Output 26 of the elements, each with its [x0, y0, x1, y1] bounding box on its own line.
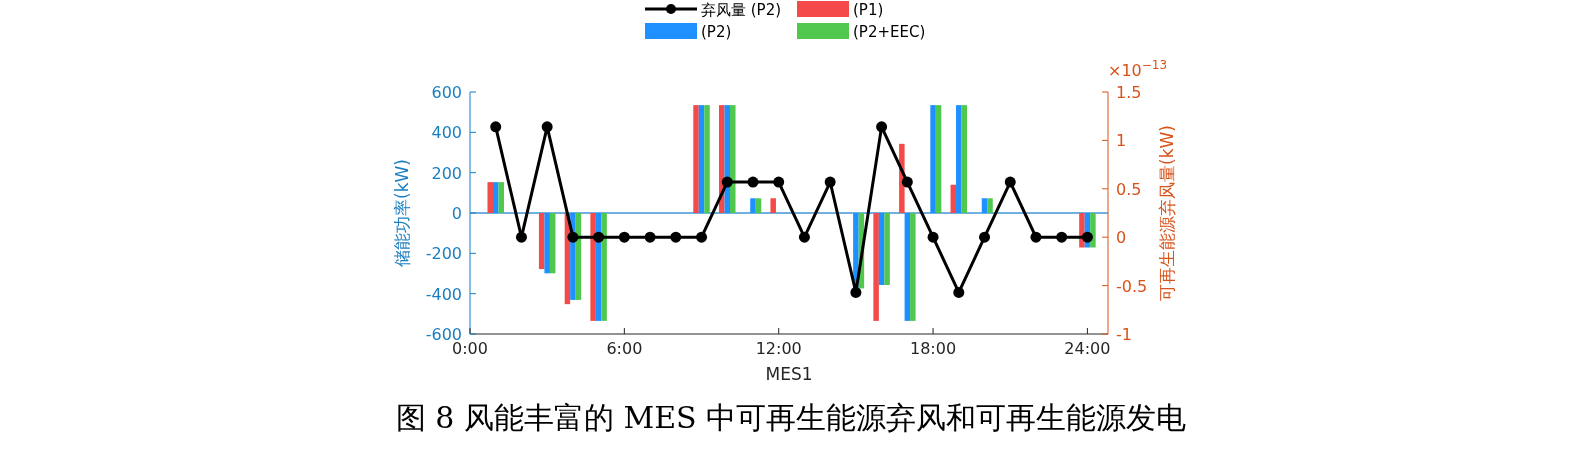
legend-label: (P1) [853, 1, 884, 19]
y2-tick: 1 [1116, 131, 1127, 151]
x-label: MES1 [765, 364, 813, 384]
y2-tick: 0 [1116, 228, 1127, 248]
y2-tick: 0.5 [1116, 179, 1142, 199]
y-tick: -200 [425, 244, 462, 264]
annotation: ×10$^{−13}$ [1108, 58, 1168, 80]
title: 图 8 风能丰富的 MES 中可再生能源弃风和可再生能源发电 [395, 400, 1187, 435]
x-tick: 6:00 [606, 339, 643, 358]
y-tick: 600 [431, 83, 462, 102]
y2-tick: -0.5 [1116, 276, 1148, 296]
y-tick: 400 [431, 123, 462, 143]
legend-label: 弃风量 (P2) [701, 1, 782, 19]
x-tick: 18:00 [910, 339, 957, 358]
y-tick: 200 [431, 163, 462, 183]
y2-tick: -1 [1116, 325, 1132, 344]
legend-label: (P2) [701, 23, 732, 41]
y2-tick: 1.5 [1116, 83, 1142, 102]
x-tick: 24:00 [1064, 339, 1111, 358]
legend-label: (P2+EEC) [853, 23, 926, 41]
x-tick: 0:00 [452, 339, 488, 358]
y2-label: 可再生能源弃风量(kW) [1157, 125, 1177, 301]
y-tick: 0 [451, 204, 462, 223]
y-tick: -400 [425, 284, 462, 304]
x-tick: 12:00 [755, 339, 802, 358]
y-label: 储能功率(kW) [392, 159, 412, 267]
